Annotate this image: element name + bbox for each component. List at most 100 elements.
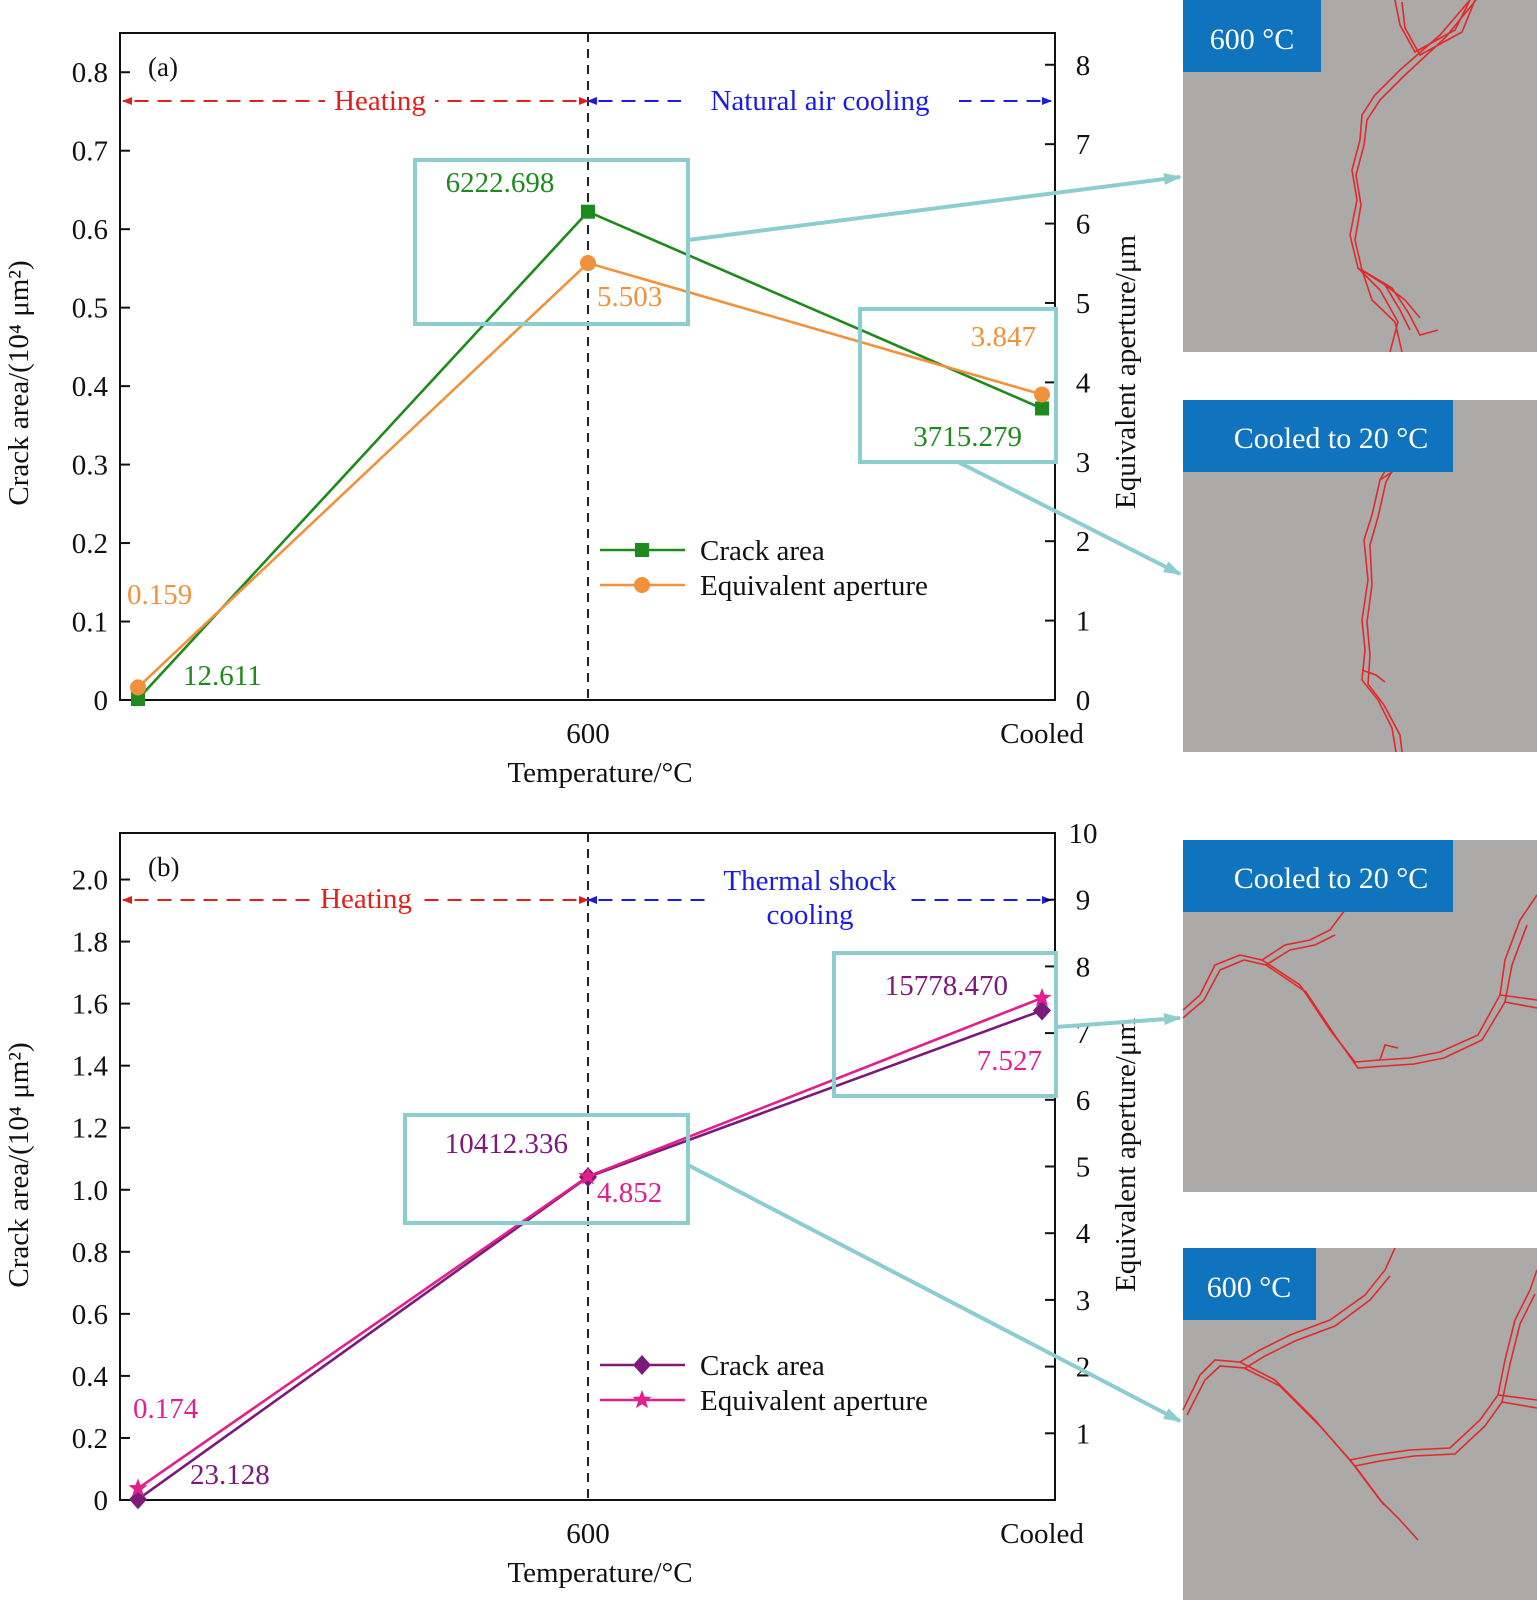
y-left-tick-label: 2.0 (72, 865, 108, 897)
crack-image-title: Cooled to 20 °C (1234, 862, 1429, 895)
legend-label: Crack area (700, 535, 825, 567)
y-left-tick-label: 0 (94, 1485, 109, 1517)
series-line (137, 261, 1043, 689)
legend-label: Equivalent aperture (700, 1385, 928, 1417)
y-axis-right-label: Equivalent aperture/μm (1110, 235, 1142, 509)
y-left-tick-label: 0.4 (72, 1361, 109, 1393)
y-left-tick-label: 1.0 (72, 1175, 108, 1207)
y-left-tick-label: 0.6 (72, 214, 108, 246)
x-tick-label: 600 (566, 718, 610, 750)
x-axis-label: Temperature/°C (507, 1557, 692, 1589)
legend-marker (635, 543, 649, 557)
y-right-tick-label: 1 (1076, 1418, 1091, 1450)
y-right-tick-label: 2 (1076, 1352, 1091, 1384)
crack-image-cooled-20: Cooled to 20 °C (1183, 399, 1537, 753)
data-point (131, 692, 145, 707)
y-left-tick-label: 0.3 (72, 450, 108, 482)
y-left-tick-label: 1.4 (72, 1051, 109, 1083)
crack-image-title: 600 °C (1207, 1271, 1292, 1304)
crack-image-title: Cooled to 20 °C (1234, 422, 1429, 455)
y-left-tick-label: 0.6 (72, 1299, 108, 1331)
x-axis-label: Temperature/°C (507, 757, 692, 789)
callout-box-cooled (832, 951, 1058, 1098)
y-right-tick-label: 3 (1076, 447, 1091, 479)
callout-arrow-cooled (1055, 1013, 1182, 1029)
callout-arrow-cooled (957, 460, 1182, 576)
crack-image-600: 600 °C (1183, 0, 1537, 353)
y-right-tick-label: 5 (1076, 1152, 1091, 1184)
chart-a: (a) Heating Natural air cooling 0 0.1 0.2 0.… (3, 32, 1182, 789)
phase-label-bg (325, 84, 435, 118)
phase-label: cooling (767, 899, 854, 931)
y-right-tick-label: 4 (1076, 1218, 1091, 1250)
legend-marker (634, 577, 650, 593)
crack-image-title-bg (1183, 1248, 1316, 1320)
y-left-tick-label: 0.8 (72, 1237, 108, 1269)
crack-image-cooled-20: Cooled to 20 °C (1182, 840, 1537, 1192)
data-point (1035, 401, 1049, 416)
callout-box-mid (403, 1113, 690, 1225)
phase-label: Heating (320, 883, 412, 915)
y-left-tick-label: 1.6 (72, 989, 108, 1021)
panel-label: (b) (148, 852, 179, 882)
crack-image-title-bg (1183, 840, 1453, 912)
data-label: 5.503 (597, 281, 662, 313)
data-point (581, 204, 595, 219)
data-label: 10412.336 (445, 1128, 568, 1160)
y-left-tick-label: 0.8 (72, 57, 108, 89)
y-axis-left-label: Crack area/(10⁴ μm²) (3, 1042, 35, 1287)
x-tick-label: 600 (566, 1518, 610, 1550)
y-left-tick-label: 0.7 (72, 136, 108, 168)
y-right-tick-label: 6 (1076, 209, 1091, 241)
y-right-tick-label: 8 (1076, 951, 1091, 983)
data-label: 23.128 (190, 1459, 270, 1491)
data-point (128, 1478, 148, 1497)
crack-trace (1349, 0, 1477, 353)
data-point (1034, 386, 1050, 403)
y-left-tick-label: 0.2 (72, 528, 108, 560)
legend-marker (633, 1355, 651, 1375)
data-label: 6222.698 (446, 167, 555, 199)
y-right-tick-label: 9 (1076, 885, 1091, 917)
callout-arrow-peak (687, 173, 1182, 242)
data-point (1033, 1000, 1051, 1021)
data-label: 3715.279 (913, 421, 1022, 453)
phase-label: Heating (334, 85, 426, 117)
callout-box-peak (413, 158, 690, 326)
y-left-tick-label: 1.8 (72, 927, 108, 959)
x-tick-label: Cooled (1000, 1518, 1084, 1550)
crack-trace (1182, 1247, 1537, 1541)
data-label: 4.852 (597, 1177, 662, 1209)
crack-image-600: 600 °C (1182, 1247, 1537, 1600)
phase-label-bg (311, 882, 421, 916)
phase-label-bg (681, 84, 959, 118)
crack-image-title-bg (1183, 400, 1453, 472)
x-tick-label: Cooled (1000, 718, 1084, 750)
y-left-tick-label: 0.4 (72, 371, 109, 403)
series-line (137, 210, 1043, 700)
data-point (130, 679, 146, 696)
y-left-tick-label: 0.5 (72, 293, 108, 325)
data-label: 12.611 (183, 660, 262, 692)
y-right-tick-label: 8 (1076, 50, 1091, 82)
crack-image-title-bg (1183, 0, 1321, 72)
data-label: 0.174 (133, 1393, 199, 1425)
crack-trace (1182, 894, 1537, 1069)
data-label: 3.847 (971, 321, 1036, 353)
y-right-tick-label: 0 (1076, 685, 1091, 717)
data-point (580, 255, 596, 272)
y-right-tick-label: 10 (1069, 818, 1098, 850)
y-right-tick-label: 4 (1076, 367, 1091, 399)
data-label: 0.159 (127, 579, 192, 611)
phase-label: Thermal shock (723, 865, 897, 897)
panel-label: (a) (148, 52, 178, 82)
y-right-tick-label: 6 (1076, 1085, 1091, 1117)
legend-marker (632, 1390, 652, 1409)
y-axis-left-label: Crack area/(10⁴ μm²) (3, 260, 35, 505)
data-label: 7.527 (977, 1045, 1042, 1077)
y-right-tick-label: 3 (1076, 1285, 1091, 1317)
y-right-tick-label: 1 (1076, 606, 1091, 638)
data-label: 15778.470 (885, 970, 1008, 1002)
legend-label: Equivalent aperture (700, 570, 928, 602)
data-point (1032, 987, 1052, 1006)
